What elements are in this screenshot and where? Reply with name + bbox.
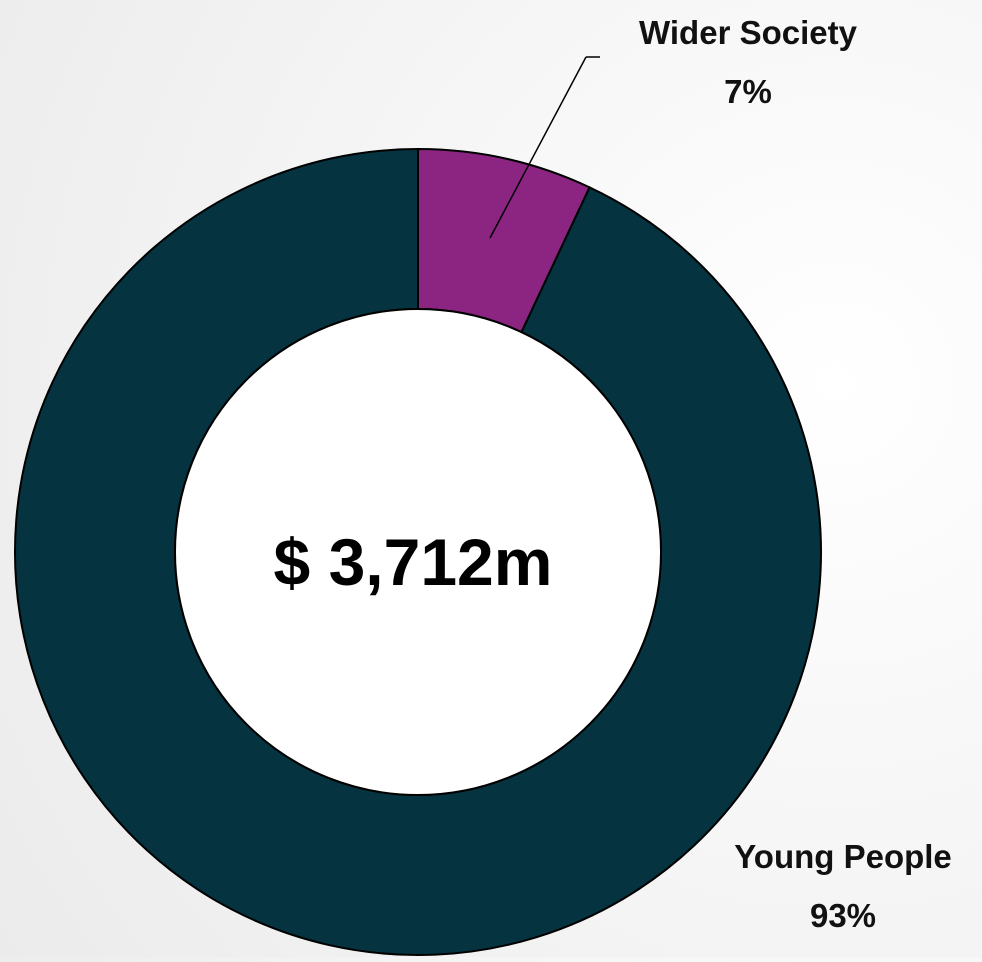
donut-center-total: $ 3,712m [274, 525, 553, 599]
slice-label-young-people-name: Young People [734, 838, 952, 875]
slice-label-wider-society-name: Wider Society [639, 14, 858, 51]
slice-label-young-people-value: 93% [810, 897, 876, 934]
slice-label-wider-society-value: 7% [724, 73, 772, 110]
leader-line-wider-society [489, 56, 587, 239]
donut-hole [174, 308, 662, 796]
